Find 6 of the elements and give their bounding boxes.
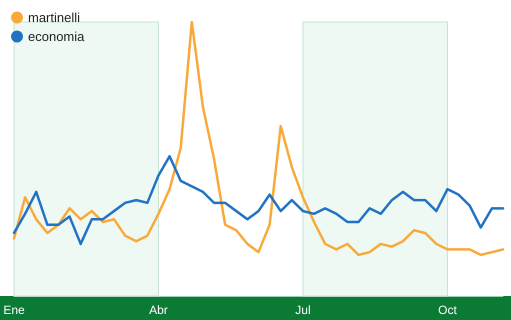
x-tick-label: Ene — [3, 303, 25, 317]
legend-label: martinelli — [28, 10, 80, 25]
x-tick-label: Jul — [295, 303, 311, 317]
x-tick-label: Oct — [438, 303, 458, 317]
legend-label: economia — [28, 29, 86, 44]
x-tick-label: Abr — [149, 303, 168, 317]
